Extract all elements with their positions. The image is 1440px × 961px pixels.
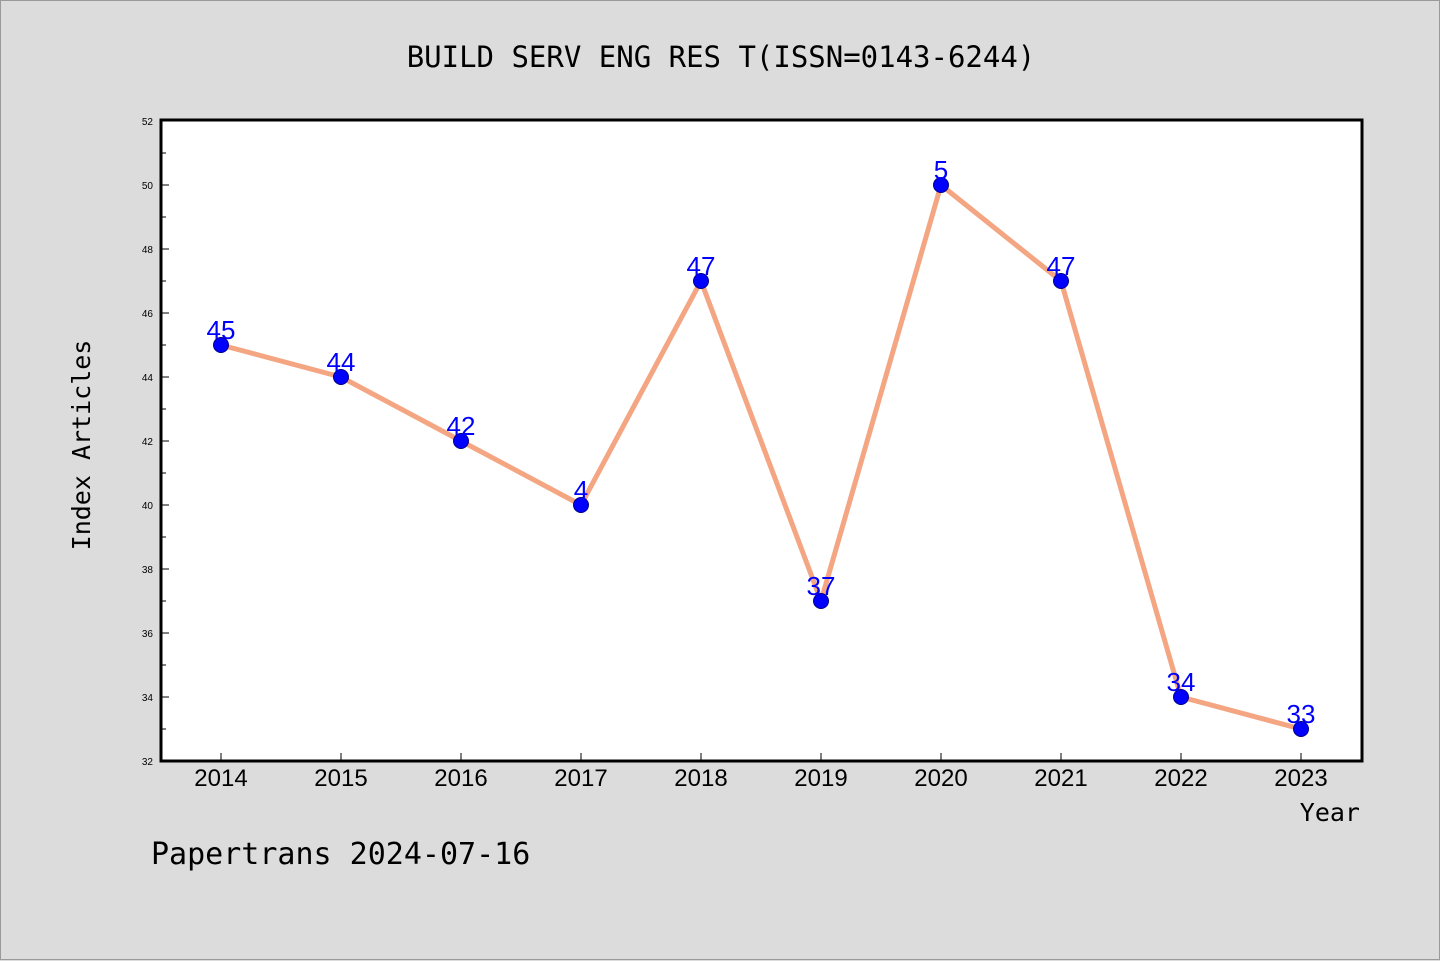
series-index-articles	[213, 177, 1309, 737]
data-label: 33	[1287, 699, 1316, 729]
data-point	[573, 497, 589, 513]
y-tick-label: 40	[142, 501, 154, 512]
x-tick-label: 2021	[1034, 765, 1087, 792]
y-tick-label: 44	[142, 373, 154, 384]
data-point	[933, 177, 949, 193]
data-labels: 45 44 42 4 47 37 5 47 34 33	[207, 155, 1316, 729]
data-label: 47	[687, 251, 716, 281]
x-tick-label: 2023	[1274, 765, 1327, 792]
data-point	[1173, 689, 1189, 705]
y-tick-label: 46	[142, 309, 154, 320]
y-tick-label: 42	[142, 437, 154, 448]
data-label: 45	[207, 315, 236, 345]
x-axis-title: Year	[1300, 798, 1360, 827]
x-tick-label: 2015	[314, 765, 367, 792]
x-tick-label: 2019	[794, 765, 847, 792]
y-axis: 32 34 36 38 40 42 44 46 48 50 52	[142, 117, 169, 768]
data-point	[693, 273, 709, 289]
y-tick-label: 50	[142, 181, 154, 192]
x-tick-label: 2018	[674, 765, 727, 792]
y-tick-label: 34	[142, 693, 154, 704]
series-line	[218, 182, 1304, 732]
y-tick-label: 32	[142, 757, 154, 768]
data-point	[213, 337, 229, 353]
y-axis-title: Index Articles	[67, 340, 96, 551]
x-tick-label: 2016	[434, 765, 487, 792]
x-tick-label: 2017	[554, 765, 607, 792]
data-point	[1053, 273, 1069, 289]
data-point	[1293, 721, 1309, 737]
footer-watermark: Papertrans 2024-07-16	[151, 837, 530, 872]
data-label: 37	[807, 571, 836, 601]
y-tick-label: 36	[142, 629, 154, 640]
x-tick-label: 2020	[914, 765, 967, 792]
data-label: 5	[934, 155, 948, 185]
data-label: 34	[1167, 667, 1196, 697]
data-label: 44	[327, 347, 356, 377]
data-point	[813, 593, 829, 609]
x-tick-label: 2014	[194, 765, 247, 792]
data-label: 47	[1047, 251, 1076, 281]
data-label: 42	[447, 411, 476, 441]
y-tick-label: 38	[142, 565, 154, 576]
x-axis: 2014 2015 2016 2017 2018 2019 2020 2021 2022 2023	[194, 753, 1328, 792]
data-point	[333, 369, 349, 385]
y-tick-label: 52	[142, 117, 154, 128]
data-point	[453, 433, 469, 449]
data-label: 4	[574, 475, 588, 505]
x-tick-label: 2022	[1154, 765, 1207, 792]
y-tick-label: 48	[142, 245, 154, 256]
chart-title: BUILD SERV ENG RES T(ISSN=0143-6244)	[407, 40, 1036, 74]
